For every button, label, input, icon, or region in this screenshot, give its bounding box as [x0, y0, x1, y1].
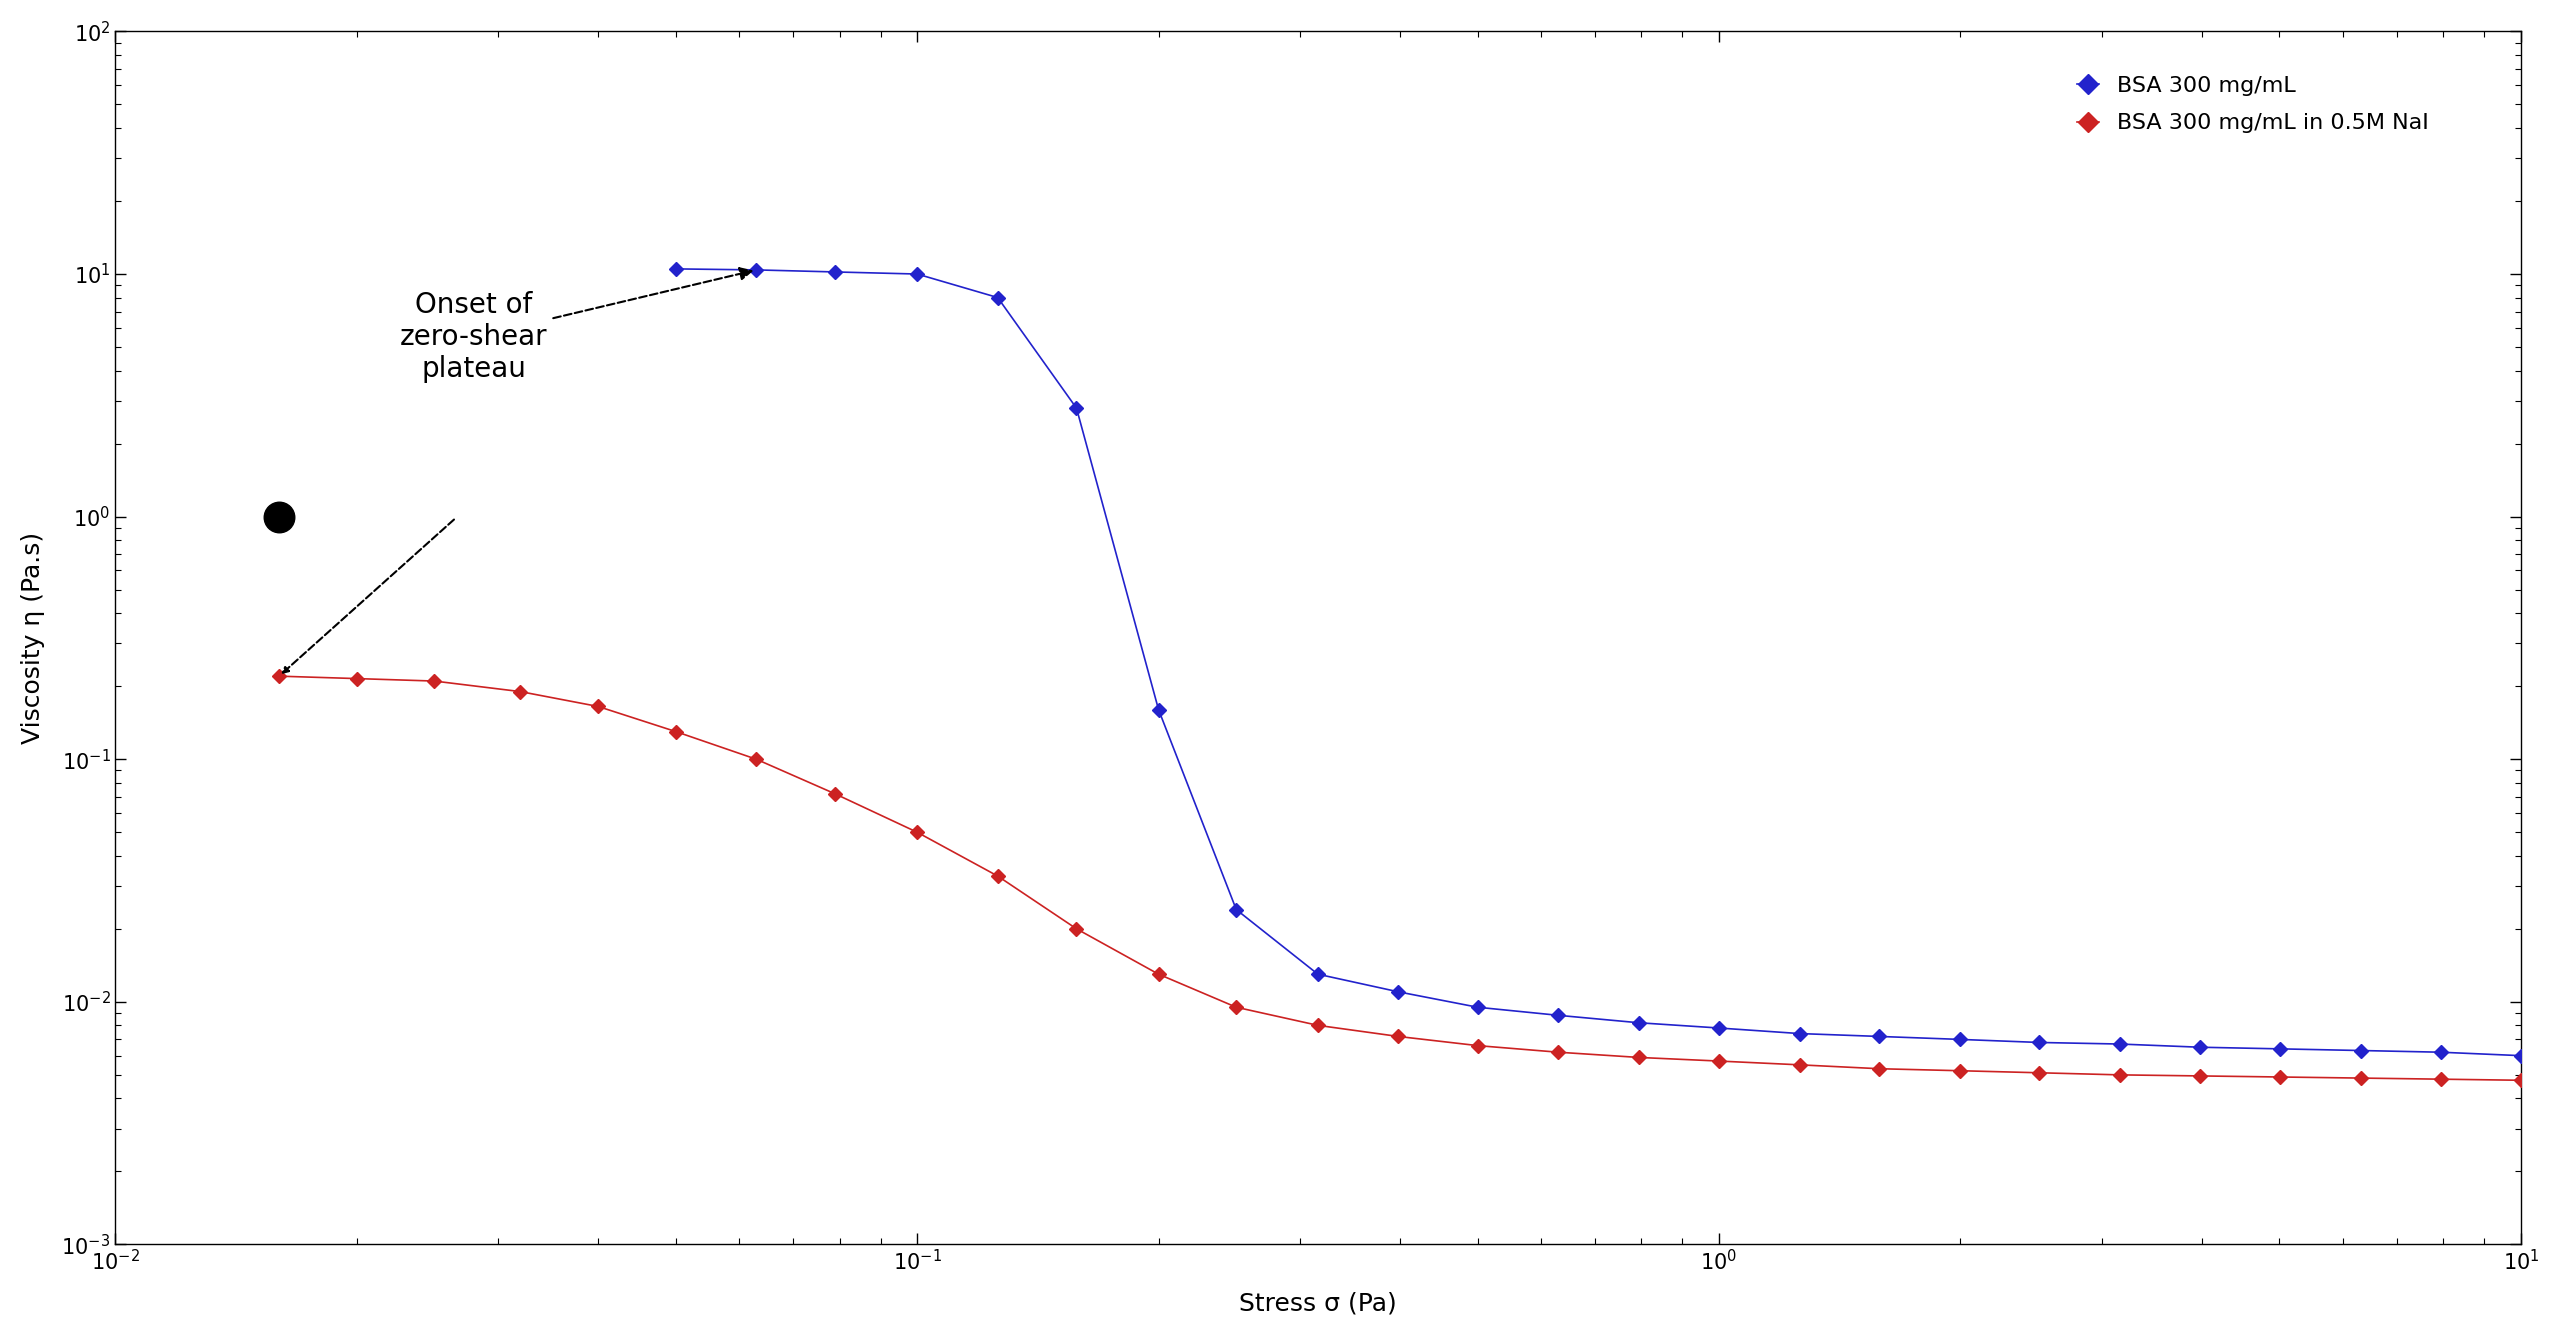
Y-axis label: Viscosity η (Pa.s): Viscosity η (Pa.s)	[20, 532, 46, 744]
BSA 300 mg/mL in 0.5M NaI	[264, 668, 294, 684]
BSA 300 mg/mL in 0.5M NaI	[1784, 1057, 1815, 1073]
BSA 300 mg/mL	[1946, 1031, 1976, 1047]
BSA 300 mg/mL	[1623, 1015, 1654, 1031]
BSA 300 mg/mL	[1462, 999, 1492, 1015]
BSA 300 mg/mL in 0.5M NaI	[2506, 1073, 2537, 1089]
BSA 300 mg/mL	[1062, 401, 1093, 417]
BSA 300 mg/mL	[1382, 983, 1413, 999]
BSA 300 mg/mL	[2104, 1035, 2135, 1051]
BSA 300 mg/mL	[1544, 1007, 1574, 1023]
BSA 300 mg/mL	[660, 261, 691, 277]
BSA 300 mg/mL	[740, 262, 771, 278]
BSA 300 mg/mL	[1144, 701, 1175, 717]
BSA 300 mg/mL in 0.5M NaI	[1144, 966, 1175, 982]
BSA 300 mg/mL	[1784, 1026, 1815, 1042]
BSA 300 mg/mL in 0.5M NaI	[420, 673, 451, 689]
BSA 300 mg/mL	[2184, 1039, 2214, 1055]
BSA 300 mg/mL	[1702, 1019, 1733, 1035]
BSA 300 mg/mL in 0.5M NaI	[340, 671, 371, 687]
BSA 300 mg/mL in 0.5M NaI	[1623, 1049, 1654, 1065]
BSA 300 mg/mL in 0.5M NaI	[2345, 1070, 2376, 1086]
BSA 300 mg/mL in 0.5M NaI	[740, 751, 771, 767]
Text: Onset of
zero-shear
plateau: Onset of zero-shear plateau	[399, 269, 750, 383]
BSA 300 mg/mL in 0.5M NaI	[1462, 1038, 1492, 1054]
BSA 300 mg/mL	[983, 290, 1014, 306]
BSA 300 mg/mL	[1303, 966, 1334, 982]
Line: BSA 300 mg/mL: BSA 300 mg/mL	[671, 265, 2527, 1061]
BSA 300 mg/mL in 0.5M NaI	[2266, 1069, 2296, 1085]
BSA 300 mg/mL in 0.5M NaI	[983, 868, 1014, 884]
BSA 300 mg/mL in 0.5M NaI	[1864, 1061, 1894, 1077]
BSA 300 mg/mL in 0.5M NaI	[1702, 1053, 1733, 1069]
BSA 300 mg/mL	[901, 266, 932, 282]
BSA 300 mg/mL in 0.5M NaI	[660, 724, 691, 740]
BSA 300 mg/mL	[2424, 1045, 2455, 1061]
Legend: BSA 300 mg/mL, BSA 300 mg/mL in 0.5M NaI: BSA 300 mg/mL, BSA 300 mg/mL in 0.5M NaI	[2068, 67, 2437, 143]
BSA 300 mg/mL in 0.5M NaI	[2104, 1067, 2135, 1083]
BSA 300 mg/mL in 0.5M NaI	[1062, 921, 1093, 937]
BSA 300 mg/mL in 0.5M NaI	[819, 786, 850, 802]
BSA 300 mg/mL in 0.5M NaI	[1946, 1062, 1976, 1078]
BSA 300 mg/mL	[1221, 902, 1252, 918]
BSA 300 mg/mL in 0.5M NaI	[504, 684, 535, 700]
BSA 300 mg/mL in 0.5M NaI	[1544, 1045, 1574, 1061]
BSA 300 mg/mL	[2025, 1034, 2056, 1050]
BSA 300 mg/mL in 0.5M NaI	[2025, 1065, 2056, 1081]
BSA 300 mg/mL	[2506, 1047, 2537, 1063]
BSA 300 mg/mL in 0.5M NaI	[901, 824, 932, 840]
BSA 300 mg/mL in 0.5M NaI	[1382, 1029, 1413, 1045]
BSA 300 mg/mL in 0.5M NaI	[584, 699, 614, 715]
BSA 300 mg/mL	[1864, 1029, 1894, 1045]
BSA 300 mg/mL in 0.5M NaI	[1221, 999, 1252, 1015]
BSA 300 mg/mL in 0.5M NaI	[1303, 1017, 1334, 1033]
BSA 300 mg/mL in 0.5M NaI	[2184, 1067, 2214, 1083]
BSA 300 mg/mL	[2266, 1041, 2296, 1057]
Line: BSA 300 mg/mL in 0.5M NaI: BSA 300 mg/mL in 0.5M NaI	[274, 671, 2527, 1085]
BSA 300 mg/mL	[819, 265, 850, 281]
BSA 300 mg/mL in 0.5M NaI	[2424, 1071, 2455, 1088]
BSA 300 mg/mL	[2345, 1042, 2376, 1058]
X-axis label: Stress σ (Pa): Stress σ (Pa)	[1239, 1291, 1398, 1315]
